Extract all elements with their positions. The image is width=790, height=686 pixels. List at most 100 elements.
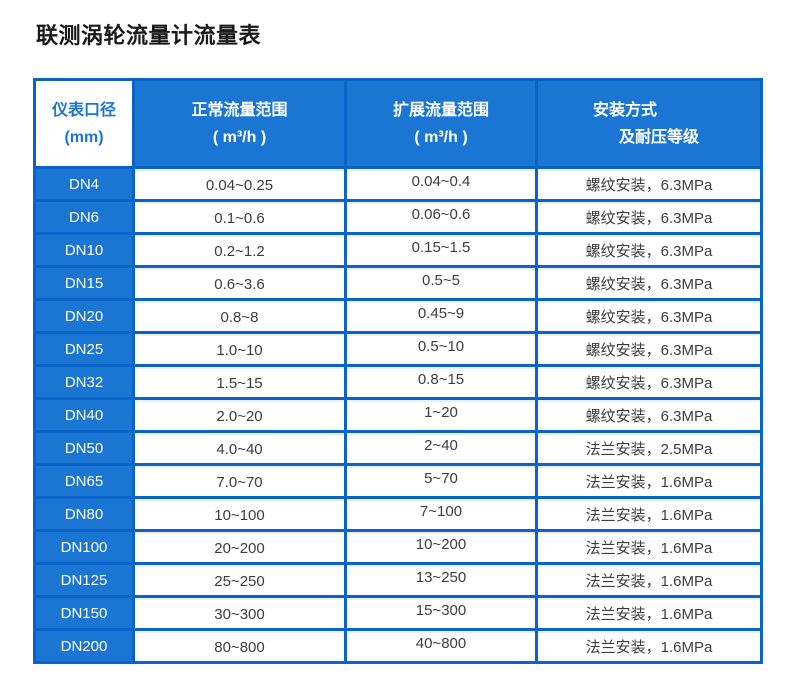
cell-text: 法兰安装，1.6MPa	[585, 539, 713, 557]
dn-cell: DN80	[33, 496, 135, 532]
cell-text: DN25	[64, 340, 104, 358]
cell-text: 0.8~15	[417, 370, 465, 388]
install-pressure-cell: 法兰安装，1.6MPa	[535, 529, 763, 565]
install-pressure-cell: 螺纹安装，6.3MPa	[535, 199, 763, 235]
cell-text: DN4	[68, 175, 99, 193]
col-header-normal-range: 正常流量范围 ( m³/h )	[132, 78, 347, 169]
extended-range-cell: 0.04~0.4	[344, 166, 538, 202]
cell-text: 4.0~40	[216, 440, 263, 458]
extended-range-cell: 0.8~15	[344, 364, 538, 400]
normal-range-cell: 0.2~1.2	[132, 232, 347, 268]
cell-text: 2.0~20	[216, 407, 263, 425]
dn-cell: DN6	[33, 199, 135, 235]
normal-range-cell: 7.0~70	[132, 463, 347, 499]
cell-text: 法兰安装，1.6MPa	[585, 473, 713, 491]
extended-range-cell: 0.45~9	[344, 298, 538, 334]
cell-text: 7.0~70	[216, 473, 263, 491]
cell-text: 13~250	[415, 568, 467, 586]
cell-text: 0.5~5	[422, 271, 460, 289]
normal-range-cell: 10~100	[132, 496, 347, 532]
cell-text: 0.1~0.6	[214, 209, 265, 227]
cell-text: 80~800	[214, 638, 265, 656]
extended-range-cell: 0.06~0.6	[344, 199, 538, 235]
dn-cell: DN100	[33, 529, 135, 565]
dn-cell: DN65	[33, 463, 135, 499]
cell-text: DN32	[64, 373, 104, 391]
dn-cell: DN15	[33, 265, 135, 301]
cell-text: DN50	[64, 439, 104, 457]
install-pressure-cell: 法兰安装，2.5MPa	[535, 430, 763, 466]
cell-text: 法兰安装，1.6MPa	[585, 506, 713, 524]
normal-range-cell: 20~200	[132, 529, 347, 565]
cell-text: DN150	[60, 604, 108, 622]
col-header-extended-range-line1: 扩展流量范围	[392, 101, 489, 119]
install-pressure-cell: 螺纹安装，6.3MPa	[535, 364, 763, 400]
cell-text: 0.04~0.4	[411, 172, 471, 190]
cell-text: 法兰安装，1.6MPa	[585, 638, 713, 656]
table-row: DN20 0.8~8 0.45~9 螺纹安装，6.3MPa	[33, 298, 763, 334]
cell-text: 40~800	[415, 634, 467, 652]
extended-range-cell: 13~250	[344, 562, 538, 598]
cell-text: 1.5~15	[216, 374, 263, 392]
cell-text: DN6	[68, 208, 99, 226]
cell-text: 10~200	[415, 535, 467, 553]
cell-text: 螺纹安装，6.3MPa	[585, 176, 713, 194]
table-row: DN100 20~200 10~200 法兰安装，1.6MPa	[33, 529, 763, 565]
normal-range-cell: 1.0~10	[132, 331, 347, 367]
install-pressure-cell: 螺纹安装，6.3MPa	[535, 298, 763, 334]
normal-range-cell: 0.8~8	[132, 298, 347, 334]
cell-text: DN40	[64, 406, 104, 424]
normal-range-cell: 0.04~0.25	[132, 166, 347, 202]
flow-range-table: 仪表口径 (mm) 正常流量范围 ( m³/h ) 扩展流量范围 ( m³/h …	[33, 78, 763, 664]
cell-text: 15~300	[415, 601, 467, 619]
table-row: DN32 1.5~15 0.8~15 螺纹安装，6.3MPa	[33, 364, 763, 400]
cell-text: 法兰安装，1.6MPa	[585, 605, 713, 623]
col-header-diameter-line2: (mm)	[64, 128, 104, 146]
install-pressure-cell: 螺纹安装，6.3MPa	[535, 166, 763, 202]
install-pressure-cell: 法兰安装，1.6MPa	[535, 628, 763, 664]
col-header-normal-range-line2: ( m³/h )	[212, 128, 267, 146]
table-row: DN50 4.0~40 2~40 法兰安装，2.5MPa	[33, 430, 763, 466]
cell-text: 螺纹安装，6.3MPa	[585, 242, 713, 260]
normal-range-cell: 4.0~40	[132, 430, 347, 466]
extended-range-cell: 0.5~10	[344, 331, 538, 367]
table-header: 仪表口径 (mm) 正常流量范围 ( m³/h ) 扩展流量范围 ( m³/h …	[33, 78, 763, 169]
cell-text: 25~250	[214, 572, 265, 590]
table-row: DN80 10~100 7~100 法兰安装，1.6MPa	[33, 496, 763, 532]
install-pressure-cell: 法兰安装，1.6MPa	[535, 496, 763, 532]
cell-text: 2~40	[424, 436, 458, 454]
normal-range-cell: 2.0~20	[132, 397, 347, 433]
col-header-install-pressure: 安装方式 及耐压等级	[535, 78, 763, 169]
table-row: DN15 0.6~3.6 0.5~5 螺纹安装，6.3MPa	[33, 265, 763, 301]
table-row: DN40 2.0~20 1~20 螺纹安装，6.3MPa	[33, 397, 763, 433]
cell-text: DN125	[60, 571, 108, 589]
cell-text: DN15	[64, 274, 104, 292]
cell-text: DN80	[64, 505, 104, 523]
col-header-normal-range-line1: 正常流量范围	[191, 101, 288, 119]
normal-range-cell: 1.5~15	[132, 364, 347, 400]
cell-text: 0.15~1.5	[411, 238, 471, 256]
cell-text: 法兰安装，1.6MPa	[585, 572, 713, 590]
dn-cell: DN125	[33, 562, 135, 598]
cell-text: 5~70	[424, 469, 458, 487]
dn-cell: DN150	[33, 595, 135, 631]
table-row: DN200 80~800 40~800 法兰安装，1.6MPa	[33, 628, 763, 664]
dn-cell: DN50	[33, 430, 135, 466]
cell-text: 0.06~0.6	[411, 205, 471, 223]
dn-cell: DN25	[33, 331, 135, 367]
page-title: 联测涡轮流量计流量表	[36, 23, 262, 48]
table-row: DN65 7.0~70 5~70 法兰安装，1.6MPa	[33, 463, 763, 499]
table-row: DN10 0.2~1.2 0.15~1.5 螺纹安装，6.3MPa	[33, 232, 763, 268]
table-row: DN4 0.04~0.25 0.04~0.4 螺纹安装，6.3MPa	[33, 166, 763, 202]
cell-text: 0.2~1.2	[214, 242, 265, 260]
extended-range-cell: 0.15~1.5	[344, 232, 538, 268]
extended-range-cell: 2~40	[344, 430, 538, 466]
dn-cell: DN10	[33, 232, 135, 268]
cell-text: 0.8~8	[220, 308, 259, 326]
dn-cell: DN20	[33, 298, 135, 334]
cell-text: 0.45~9	[417, 304, 465, 322]
install-pressure-cell: 螺纹安装，6.3MPa	[535, 232, 763, 268]
install-pressure-cell: 螺纹安装，6.3MPa	[535, 397, 763, 433]
col-header-install-pressure-line1: 安装方式	[592, 101, 657, 119]
